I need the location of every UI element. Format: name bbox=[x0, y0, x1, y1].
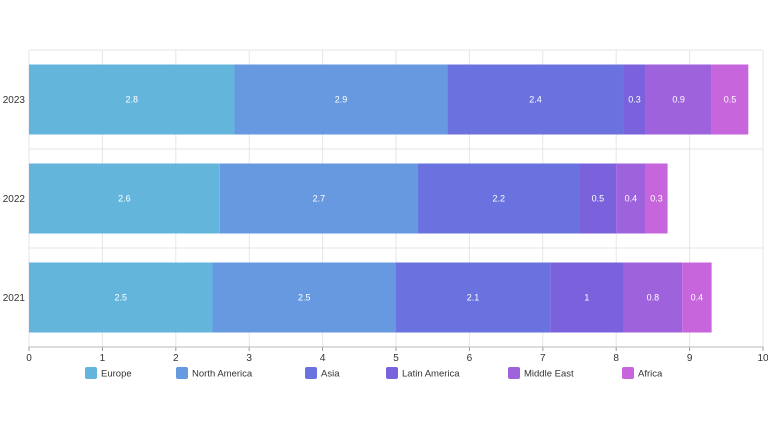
bar-segment bbox=[396, 262, 551, 333]
x-tick-label: 8 bbox=[613, 353, 619, 364]
bar-segment bbox=[29, 262, 213, 333]
x-tick-label: 0 bbox=[26, 353, 32, 364]
legend: Europe North America Asia Latin America Midd… bbox=[85, 367, 663, 380]
legend-swatch[interactable] bbox=[508, 367, 520, 379]
data-label: 2.4 bbox=[529, 95, 542, 105]
data-label: 0.3 bbox=[650, 194, 663, 204]
x-tick-label: 3 bbox=[246, 353, 252, 364]
data-label: 0.5 bbox=[592, 194, 605, 204]
data-label: 0.5 bbox=[724, 95, 737, 105]
data-label: 2.8 bbox=[126, 95, 139, 105]
legend-swatch[interactable] bbox=[85, 367, 97, 379]
data-label: 2.2 bbox=[493, 194, 506, 204]
legend-label[interactable]: Latin America bbox=[402, 369, 460, 380]
x-tick-label: 2 bbox=[173, 353, 179, 364]
bar-segment bbox=[645, 163, 668, 234]
data-label: 2.1 bbox=[467, 293, 480, 303]
legend-swatch[interactable] bbox=[305, 367, 317, 379]
x-tick-label: 4 bbox=[320, 353, 326, 364]
x-tick-label: 1 bbox=[100, 353, 106, 364]
bar-segment bbox=[616, 163, 646, 234]
bar-segment bbox=[447, 64, 624, 135]
data-label: 2.7 bbox=[313, 194, 326, 204]
legend-swatch[interactable] bbox=[176, 367, 188, 379]
data-label: 0.4 bbox=[625, 194, 638, 204]
legend-label[interactable]: North America bbox=[192, 369, 253, 380]
axes: 0 1 2 3 4 5 6 7 8 9 10 2023 2022 2021 bbox=[3, 95, 768, 364]
category-label: 2023 bbox=[3, 95, 26, 106]
bar-segment bbox=[219, 163, 419, 234]
legend-swatch[interactable] bbox=[622, 367, 634, 379]
category-label: 2021 bbox=[3, 293, 26, 304]
bar-segment bbox=[645, 64, 712, 135]
bars: 2.8 2.9 2.4 0.3 0.9 0.5 2.6 2.7 2.2 0.5 0.4 0.3 2.5 2… bbox=[29, 64, 749, 333]
legend-label[interactable]: Africa bbox=[638, 369, 663, 380]
legend-label[interactable]: Asia bbox=[321, 369, 340, 380]
legend-swatch[interactable] bbox=[386, 367, 398, 379]
x-tick-label: 10 bbox=[757, 353, 768, 364]
data-label: 0.9 bbox=[672, 95, 685, 105]
x-tick-label: 7 bbox=[540, 353, 546, 364]
bar-segment bbox=[418, 163, 580, 234]
data-label: 2.9 bbox=[335, 95, 348, 105]
x-tick-label: 6 bbox=[467, 353, 473, 364]
bar-segment bbox=[711, 64, 749, 135]
bar-segment bbox=[234, 64, 448, 135]
data-label: 2.5 bbox=[298, 293, 311, 303]
bar-segment bbox=[623, 64, 646, 135]
data-label: 1 bbox=[584, 293, 589, 303]
x-tick-label: 9 bbox=[687, 353, 693, 364]
category-label: 2022 bbox=[3, 194, 26, 205]
bar-segment bbox=[623, 262, 683, 333]
data-label: 0.3 bbox=[628, 95, 641, 105]
x-tick-label: 5 bbox=[393, 353, 399, 364]
data-label: 0.4 bbox=[691, 293, 704, 303]
bar-segment bbox=[29, 163, 220, 234]
data-label: 2.5 bbox=[114, 293, 127, 303]
bar-segment bbox=[579, 163, 617, 234]
bar-segment bbox=[29, 64, 235, 135]
legend-label[interactable]: Middle East bbox=[524, 369, 574, 380]
data-label: 2.6 bbox=[118, 194, 131, 204]
legend-label[interactable]: Europe bbox=[101, 369, 132, 380]
bar-segment bbox=[212, 262, 396, 333]
bar-segment bbox=[550, 262, 624, 333]
bar-segment bbox=[682, 262, 712, 333]
data-label: 0.8 bbox=[647, 293, 660, 303]
